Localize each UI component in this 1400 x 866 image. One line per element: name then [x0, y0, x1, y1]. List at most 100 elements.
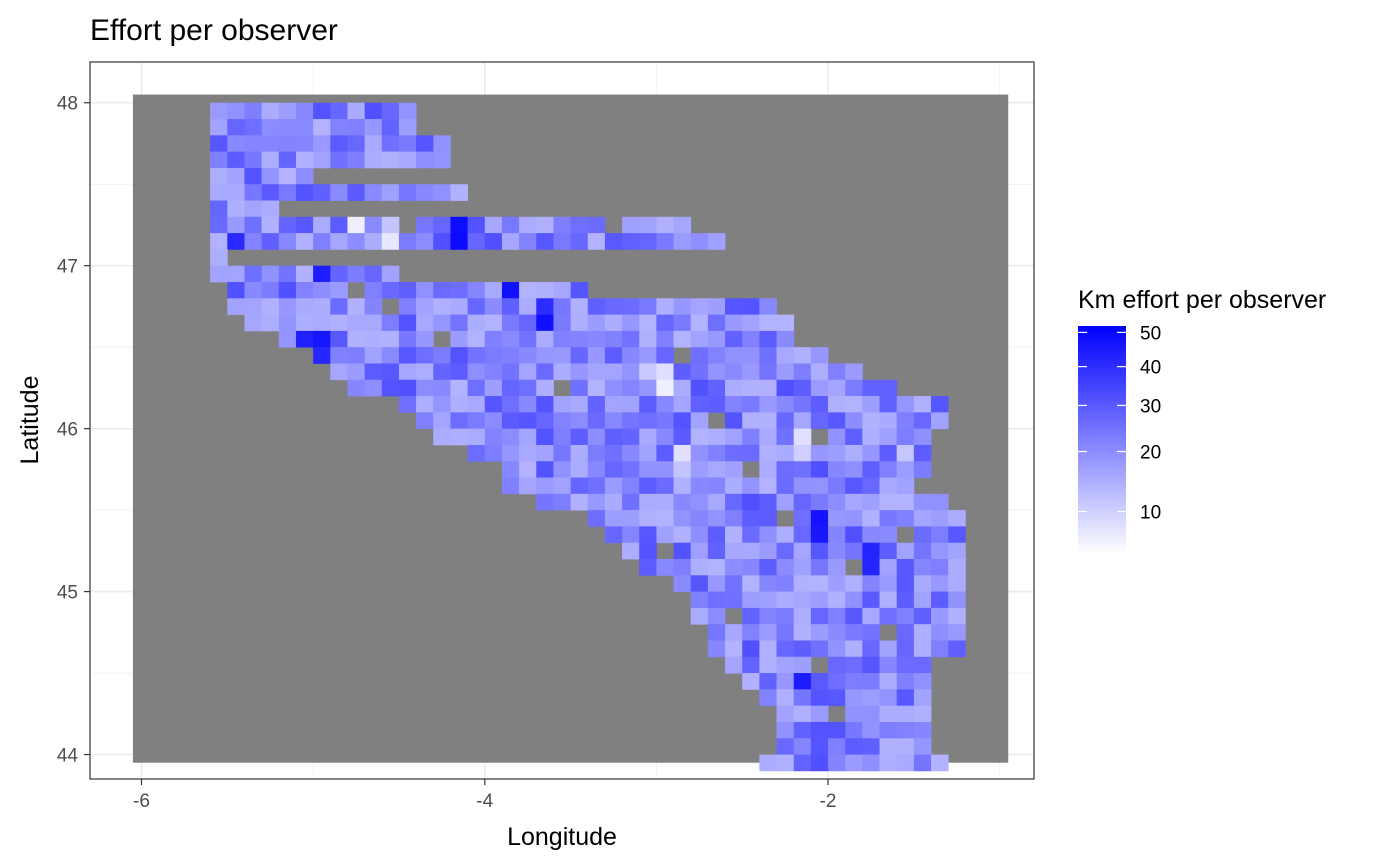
- heatmap-cell: [742, 624, 760, 641]
- heatmap-cell: [330, 347, 348, 364]
- heatmap-cell: [553, 330, 571, 348]
- heatmap-cell: [742, 298, 760, 315]
- heatmap-cell: [690, 428, 709, 446]
- heatmap-cell: [759, 314, 777, 332]
- heatmap-cell: [227, 298, 245, 315]
- heatmap-cell: [604, 379, 623, 397]
- heatmap-cell: [227, 281, 245, 299]
- heatmap-cell: [604, 477, 623, 495]
- heatmap-cell: [742, 673, 760, 690]
- heatmap-cell: [347, 102, 366, 120]
- heatmap-cell: [467, 347, 486, 364]
- heatmap-cell: [862, 591, 880, 609]
- heatmap-cell: [879, 428, 898, 446]
- heatmap-cell: [536, 330, 554, 348]
- heatmap-cell: [467, 314, 486, 332]
- heatmap-cell: [244, 102, 263, 120]
- heatmap-cell: [467, 281, 486, 299]
- heatmap-cell: [553, 298, 571, 315]
- heatmap-cell: [707, 526, 726, 544]
- heatmap-cell: [604, 298, 623, 315]
- heatmap-cell: [467, 216, 486, 234]
- heatmap-cell: [673, 575, 692, 593]
- heatmap-cell: [295, 216, 314, 234]
- heatmap-cell: [879, 607, 898, 625]
- heatmap-cell: [501, 330, 520, 348]
- heatmap-cell: [931, 510, 949, 527]
- legend-ticks: 10 20 30 40 50: [1078, 323, 1161, 524]
- heatmap-cell: [742, 444, 760, 462]
- heatmap-cell: [467, 363, 486, 381]
- heatmap-cell: [725, 477, 743, 495]
- heatmap-cell: [656, 526, 674, 544]
- heatmap-cell: [450, 216, 468, 234]
- heatmap-cell: [656, 396, 674, 413]
- heatmap-cell: [776, 559, 795, 576]
- heatmap-cell: [707, 591, 726, 609]
- heatmap-cell: [742, 607, 760, 625]
- heatmap-cell: [604, 314, 623, 332]
- heatmap-cell: [742, 412, 760, 430]
- heatmap-cell: [690, 330, 709, 348]
- heatmap-cell: [725, 510, 743, 527]
- heatmap-cell: [313, 314, 331, 332]
- heatmap-cell: [845, 673, 863, 690]
- heatmap-cell: [639, 559, 657, 576]
- heatmap-cell: [690, 607, 709, 625]
- heatmap-cell: [295, 233, 314, 250]
- heatmap-cell: [261, 102, 280, 120]
- heatmap-cell: [656, 314, 674, 332]
- heatmap-cell: [416, 363, 434, 381]
- heatmap-cell: [244, 119, 263, 136]
- heatmap-cell: [519, 428, 537, 446]
- heatmap-cell: [742, 428, 760, 446]
- heatmap-cell: [210, 216, 228, 234]
- heatmap-cell: [759, 689, 777, 707]
- heatmap-cell: [879, 526, 898, 544]
- heatmap-cell: [364, 119, 383, 136]
- heatmap-cell: [810, 673, 829, 690]
- heatmap-cell: [587, 428, 606, 446]
- heatmap-cell: [622, 347, 640, 364]
- heatmap-cell: [845, 591, 863, 609]
- legend-title: Km effort per observer: [1078, 286, 1326, 314]
- heatmap-cell: [587, 510, 606, 527]
- heatmap-cell: [879, 461, 898, 478]
- heatmap-cell: [725, 314, 743, 332]
- heatmap-cell: [313, 135, 331, 153]
- heatmap-cell: [913, 493, 932, 511]
- heatmap-cell: [416, 233, 434, 250]
- heatmap-cell: [227, 216, 245, 234]
- heatmap-cell: [896, 640, 915, 658]
- heatmap-cell: [484, 330, 503, 348]
- heatmap-cell: [931, 624, 949, 641]
- heatmap-cell: [896, 510, 915, 527]
- heatmap-cell: [364, 216, 383, 234]
- heatmap-cell: [278, 330, 297, 348]
- y-tick-label: 47: [57, 257, 78, 278]
- heatmap-cell: [845, 640, 863, 658]
- x-axis-title: Longitude: [507, 823, 617, 851]
- heatmap-cell: [862, 510, 880, 527]
- heatmap-cell: [467, 412, 486, 430]
- y-tick-label: 46: [57, 420, 78, 441]
- heatmap-cell: [948, 624, 966, 641]
- heatmap-cell: [227, 167, 245, 185]
- heatmap-cell: [707, 330, 726, 348]
- heatmap-cell: [673, 526, 692, 544]
- heatmap-cell: [210, 119, 228, 136]
- heatmap-cell: [433, 363, 451, 381]
- heatmap-cell: [622, 379, 640, 397]
- heatmap-cell: [828, 461, 846, 478]
- heatmap-cell: [313, 216, 331, 234]
- heatmap-cell: [690, 233, 709, 250]
- heatmap-cell: [862, 412, 880, 430]
- heatmap-cell: [278, 151, 297, 169]
- heatmap-cell: [759, 461, 777, 478]
- heatmap-cell: [673, 559, 692, 576]
- heatmap-cell: [656, 428, 674, 446]
- heatmap-cell: [776, 444, 795, 462]
- heatmap-cell: [450, 314, 468, 332]
- heatmap-cell: [776, 542, 795, 560]
- heatmap-cell: [673, 461, 692, 478]
